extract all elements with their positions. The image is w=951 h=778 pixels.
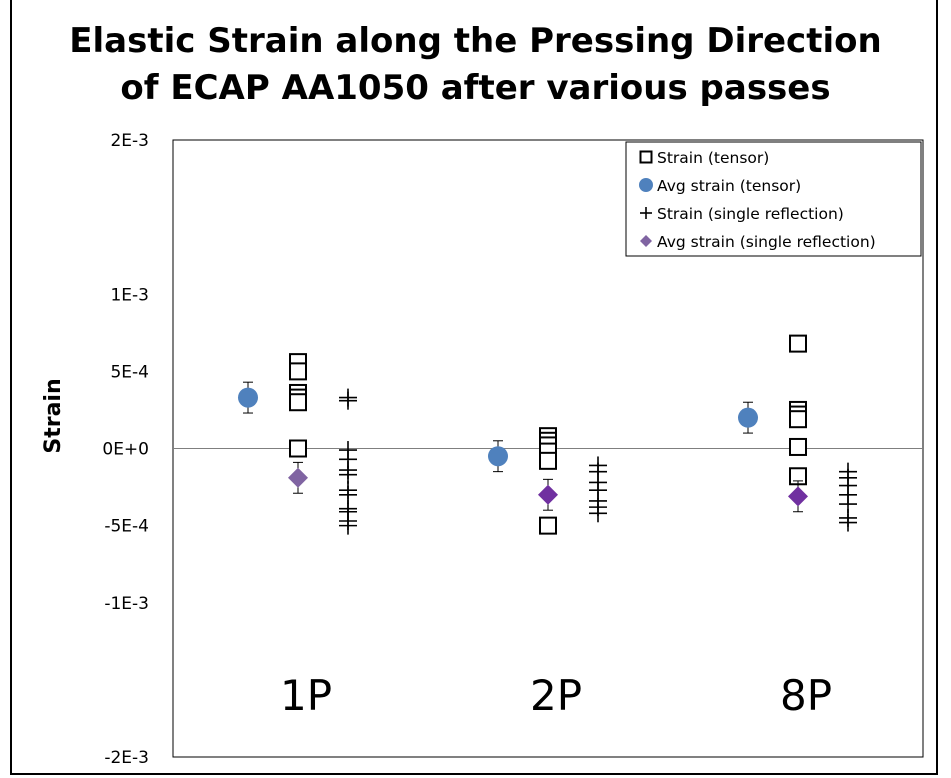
legend-label: Avg strain (single reflection): [657, 233, 876, 251]
data-point-square: [539, 451, 557, 470]
legend-marker-diamond: [640, 235, 652, 247]
y-tick-label: -1E-3: [104, 594, 149, 614]
data-point-diamond: [538, 484, 558, 505]
data-point-plus: [839, 513, 857, 532]
legend-marker-circle: [639, 178, 653, 192]
data-point-square: [289, 362, 307, 381]
y-tick-label: 2E-3: [110, 131, 149, 151]
data-point-square: [789, 334, 807, 353]
data-point-square: [789, 437, 807, 456]
data-point-circle: [488, 446, 508, 467]
data-point-plus: [339, 465, 357, 484]
legend-label: Strain (tensor): [657, 149, 769, 167]
group-label: 2P: [530, 671, 582, 720]
series-open-square: [289, 334, 807, 535]
legend: Strain (tensor) Avg strain (tensor) Strain…: [625, 141, 922, 257]
y-axis-label: Strain: [41, 378, 66, 453]
data-point-diamond: [788, 486, 808, 507]
legend-label: Avg strain (tensor): [657, 177, 801, 195]
data-point-diamond: [288, 467, 308, 488]
data-point-square: [289, 439, 307, 458]
chart-title: Elastic Strain along the Pressing Direct…: [0, 18, 951, 112]
y-tick-label: 1E-3: [110, 285, 149, 305]
data-point-plus: [589, 504, 607, 523]
group-label: 8P: [780, 671, 832, 720]
data-point-plus: [339, 391, 357, 410]
group-labels: 1P 2P 8P: [280, 671, 832, 720]
legend-marker-square: [639, 150, 653, 164]
data-point-square: [789, 410, 807, 429]
chart-title-line-1: Elastic Strain along the Pressing Direct…: [69, 21, 882, 61]
data-point-plus: [339, 516, 357, 535]
y-tick-label: 5E-4: [110, 362, 149, 382]
y-axis-ticks: 2E-3 1E-3 5E-4 0E+0 -5E-4 -1E-3 -2E-3: [102, 131, 149, 768]
data-point-circle: [238, 387, 258, 408]
data-point-circle: [738, 407, 758, 428]
series-circle: [238, 381, 758, 473]
data-point-square: [289, 393, 307, 412]
data-point-square: [539, 516, 557, 535]
y-tick-label: 0E+0: [102, 440, 149, 460]
legend-label: Strain (single reflection): [657, 205, 844, 223]
data-marks: [238, 334, 857, 535]
legend-box: [625, 141, 922, 257]
legend-marker-plus: [640, 207, 652, 219]
chart-title-line-2: of ECAP AA1050 after various passes: [120, 68, 831, 108]
y-tick-label: -2E-3: [104, 748, 149, 768]
y-tick-label: -5E-4: [104, 517, 149, 537]
group-label: 1P: [280, 671, 332, 720]
chart-frame: [10, 0, 938, 775]
series-plus: [339, 388, 857, 535]
series-diamond: [288, 461, 808, 513]
